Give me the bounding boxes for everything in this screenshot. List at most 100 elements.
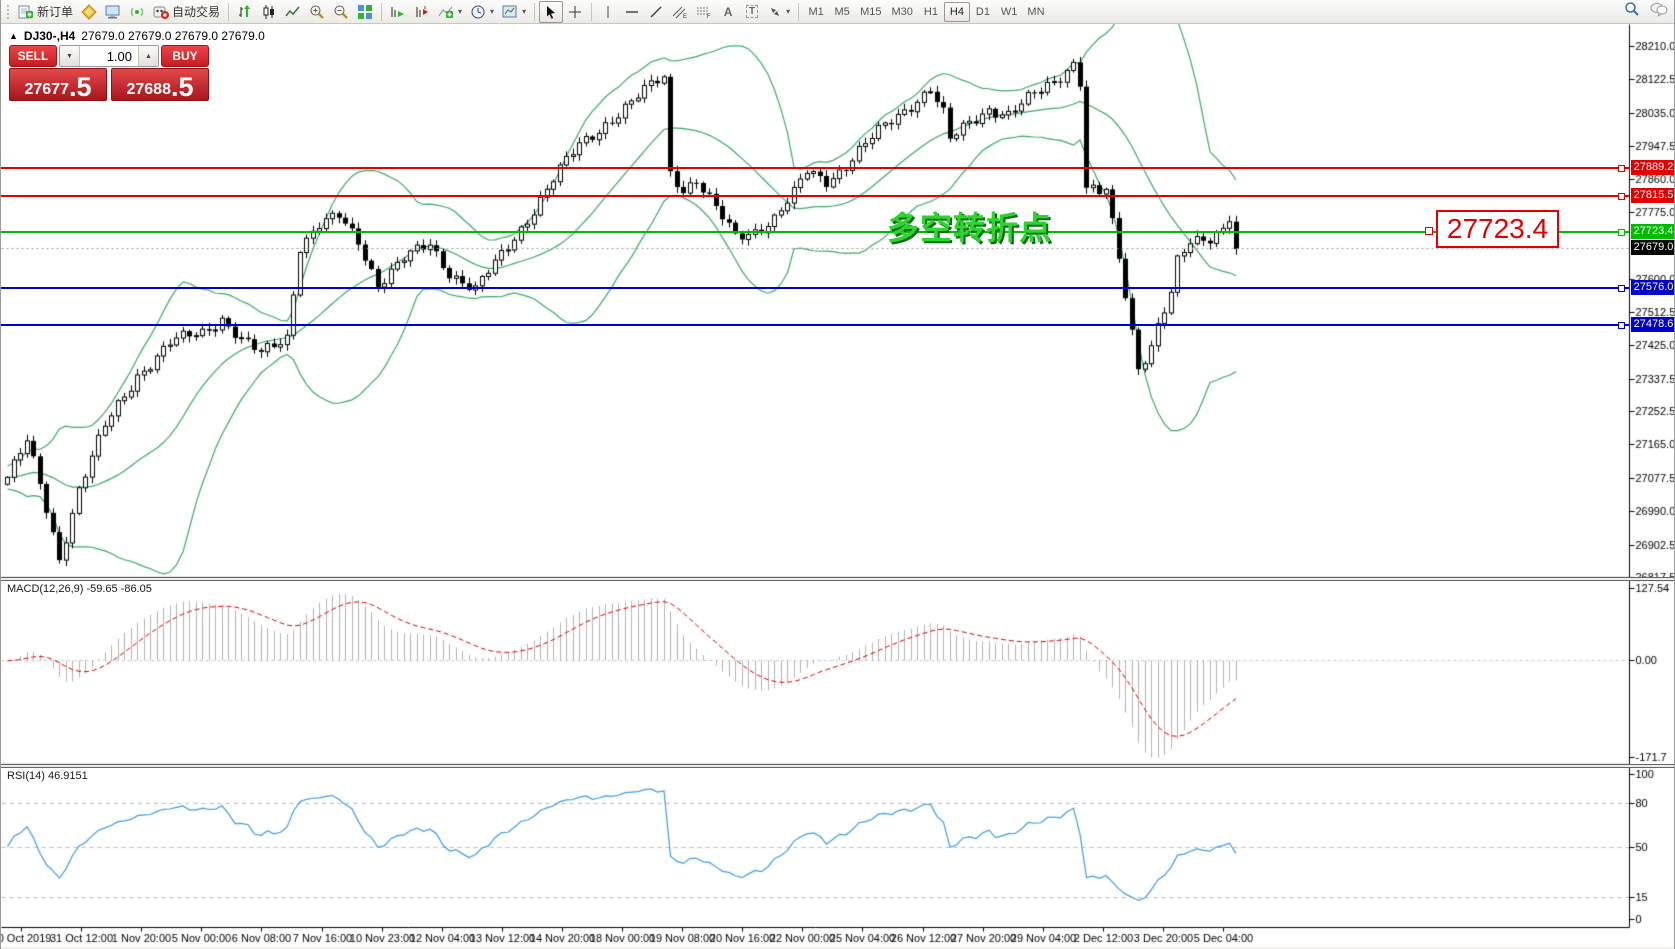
signals-icon	[129, 4, 145, 20]
buy-price-main: 27688	[126, 80, 171, 98]
templates-icon	[502, 4, 518, 20]
horizontal-line-tool-button[interactable]	[620, 1, 644, 23]
toolbar-grip[interactable]	[6, 3, 11, 20]
terminal-button[interactable]	[101, 1, 125, 23]
text-tool-button[interactable]: A	[716, 1, 740, 23]
candlestick-chart-button[interactable]	[257, 1, 281, 23]
hline-27723.4[interactable]	[1, 231, 1629, 233]
hline-handle-27723.4[interactable]	[1618, 229, 1625, 236]
auto-trading-icon	[153, 4, 170, 20]
auto-scroll-button[interactable]	[386, 1, 410, 23]
hline-handle-27478.6[interactable]	[1618, 322, 1625, 329]
price-badge-27723.4: 27723.4	[1631, 224, 1674, 239]
buy-price-display[interactable]: 27688.5	[111, 68, 209, 101]
macd-indicator-label: MACD(12,26,9) -59.65 -86.05	[7, 583, 152, 595]
zoom-in-button[interactable]	[305, 1, 329, 23]
vertical-line-icon	[602, 5, 614, 19]
periods-icon	[470, 4, 486, 20]
volume-increase-button[interactable]: ▲	[138, 46, 158, 66]
tile-windows-icon	[357, 4, 373, 20]
sell-price-display[interactable]: 27677.5	[9, 68, 107, 101]
price-badge-27478.6: 27478.6	[1631, 317, 1674, 332]
timeframe-d1-button[interactable]: D1	[970, 2, 996, 22]
hline-handle-27815.5[interactable]	[1618, 193, 1625, 200]
volume-input[interactable]: 1.00	[106, 48, 132, 64]
timeframe-m30-button[interactable]: M30	[887, 2, 918, 22]
timeframe-m15-button[interactable]: M15	[855, 2, 886, 22]
main-macd-splitter[interactable]	[1, 577, 1674, 581]
new-order-button[interactable]: 新订单	[14, 1, 77, 23]
text-icon: A	[723, 4, 733, 19]
candlestick-chart-icon	[261, 4, 277, 20]
price-badge-27889.2: 27889.2	[1631, 160, 1674, 175]
svg-text:F: F	[707, 14, 711, 19]
indicators-icon	[438, 4, 454, 20]
one-click-trading-panel: SELL ▼ 1.00 ▲ BUY 27677.5 27688.5	[9, 45, 209, 101]
rsi-indicator-label: RSI(14) 46.9151	[7, 770, 88, 782]
price-badge-27815.5: 27815.5	[1631, 188, 1674, 203]
price-callout-box[interactable]: 27723.4	[1436, 210, 1559, 248]
vertical-line-tool-button[interactable]	[596, 1, 620, 23]
hline-handle-27889.2[interactable]	[1618, 165, 1625, 172]
current-price-badge: 27679.0	[1631, 240, 1674, 255]
chart-header: ▲ DJ30-,H4 27679.0 27679.0 27679.0 27679…	[9, 29, 265, 43]
trendline-tool-button[interactable]	[644, 1, 668, 23]
channel-tool-button[interactable]: E	[668, 1, 692, 23]
line-chart-icon	[285, 4, 301, 20]
timeframe-h1-button[interactable]: H1	[918, 2, 944, 22]
buy-button[interactable]: BUY	[161, 45, 209, 67]
fibonacci-tool-button[interactable]: F	[692, 1, 716, 23]
annotation-text[interactable]: 多空转折点	[887, 210, 1053, 246]
price-badge-27576.0: 27576.0	[1631, 280, 1674, 295]
toolbar-separator	[591, 2, 593, 21]
sell-button[interactable]: SELL	[9, 45, 57, 67]
toolbar-separator	[381, 2, 383, 21]
ohlc-values: 27679.0 27679.0 27679.0 27679.0	[81, 29, 265, 43]
hline-27576.0[interactable]	[1, 287, 1629, 289]
zoom-out-button[interactable]	[329, 1, 353, 23]
callout-anchor-handle[interactable]	[1425, 227, 1433, 235]
cursor-tool-button[interactable]	[539, 0, 564, 23]
bar-chart-button[interactable]	[233, 1, 257, 23]
hline-handle-27576.0[interactable]	[1618, 285, 1625, 292]
buy-price-frac: .5	[170, 71, 194, 102]
metaquotes-icon	[81, 3, 97, 20]
chat-icon[interactable]	[1650, 1, 1668, 22]
line-chart-button[interactable]	[281, 1, 305, 23]
timeframe-m5-button[interactable]: M5	[829, 2, 855, 22]
hline-27889.2[interactable]	[1, 167, 1629, 169]
toolbar: 新订单 自动交易	[1, 0, 1674, 24]
crosshair-icon	[568, 5, 582, 19]
macd-rsi-splitter[interactable]	[1, 764, 1674, 768]
window-bottom-strip	[1, 947, 1674, 949]
text-label-tool-button[interactable]: T	[740, 1, 764, 23]
arrows-icon	[768, 5, 782, 19]
crosshair-tool-button[interactable]	[563, 1, 587, 23]
chart-shift-button[interactable]	[410, 1, 434, 23]
cursor-icon	[544, 5, 558, 19]
timeframe-mn-button[interactable]: MN	[1022, 2, 1049, 22]
timeframe-h4-button[interactable]: H4	[943, 1, 970, 22]
volume-decrease-button[interactable]: ▼	[60, 46, 80, 66]
indicators-button[interactable]: ▾	[434, 1, 466, 23]
hline-27815.5[interactable]	[1, 195, 1629, 197]
zoom-out-icon	[333, 4, 349, 20]
auto-trading-button[interactable]: 自动交易	[149, 1, 224, 23]
periods-button[interactable]: ▾	[466, 1, 498, 23]
ohlc-collapse-icon[interactable]: ▲	[9, 31, 18, 41]
auto-trading-label: 自动交易	[172, 5, 221, 19]
hline-27478.6[interactable]	[1, 324, 1629, 326]
toolbar-separator	[534, 2, 536, 21]
templates-button[interactable]: ▾	[498, 1, 530, 23]
volume-stepper: ▼ 1.00 ▲	[59, 45, 159, 67]
tile-windows-button[interactable]	[353, 1, 377, 23]
timeframe-m1-button[interactable]: M1	[803, 2, 829, 22]
timeframe-w1-button[interactable]: W1	[996, 2, 1023, 22]
fibonacci-icon: F	[696, 5, 712, 19]
metaquotes-button[interactable]	[77, 1, 101, 23]
signals-button[interactable]	[125, 1, 149, 23]
arrows-tool-button[interactable]: ▾	[764, 1, 794, 23]
search-icon[interactable]	[1624, 1, 1640, 22]
